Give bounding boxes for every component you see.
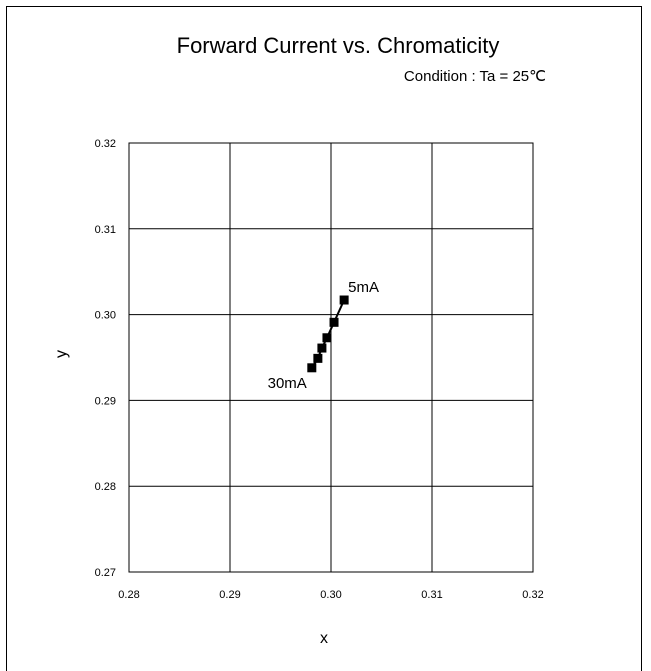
data-annotation-label: 30mA (268, 375, 307, 392)
x-tick-label: 0.29 (219, 589, 240, 601)
data-point-marker (313, 353, 323, 363)
x-tick-label: 0.31 (421, 589, 442, 601)
y-tick-label: 0.31 (95, 224, 116, 236)
data-point-marker (322, 333, 332, 343)
data-point-marker (339, 295, 349, 305)
y-tick-label: 0.32 (95, 138, 116, 150)
y-tick-label: 0.27 (95, 567, 116, 579)
data-point-marker (329, 317, 339, 327)
y-tick-label: 0.29 (95, 395, 116, 407)
chart-frame (6, 6, 642, 671)
x-tick-label: 0.28 (118, 589, 139, 601)
y-tick-label: 0.28 (95, 481, 116, 493)
data-annotation-label: 5mA (348, 279, 379, 296)
data-point-marker (307, 363, 317, 373)
x-axis-label: x (320, 630, 328, 647)
data-point-marker (317, 343, 327, 353)
y-tick-label: 0.30 (95, 310, 116, 322)
x-tick-label: 0.32 (522, 589, 543, 601)
x-tick-label: 0.30 (320, 589, 341, 601)
chart-subtitle: Condition : Ta = 25℃ (403, 68, 546, 85)
chart-title: Forward Current vs. Chromaticity (176, 33, 500, 58)
